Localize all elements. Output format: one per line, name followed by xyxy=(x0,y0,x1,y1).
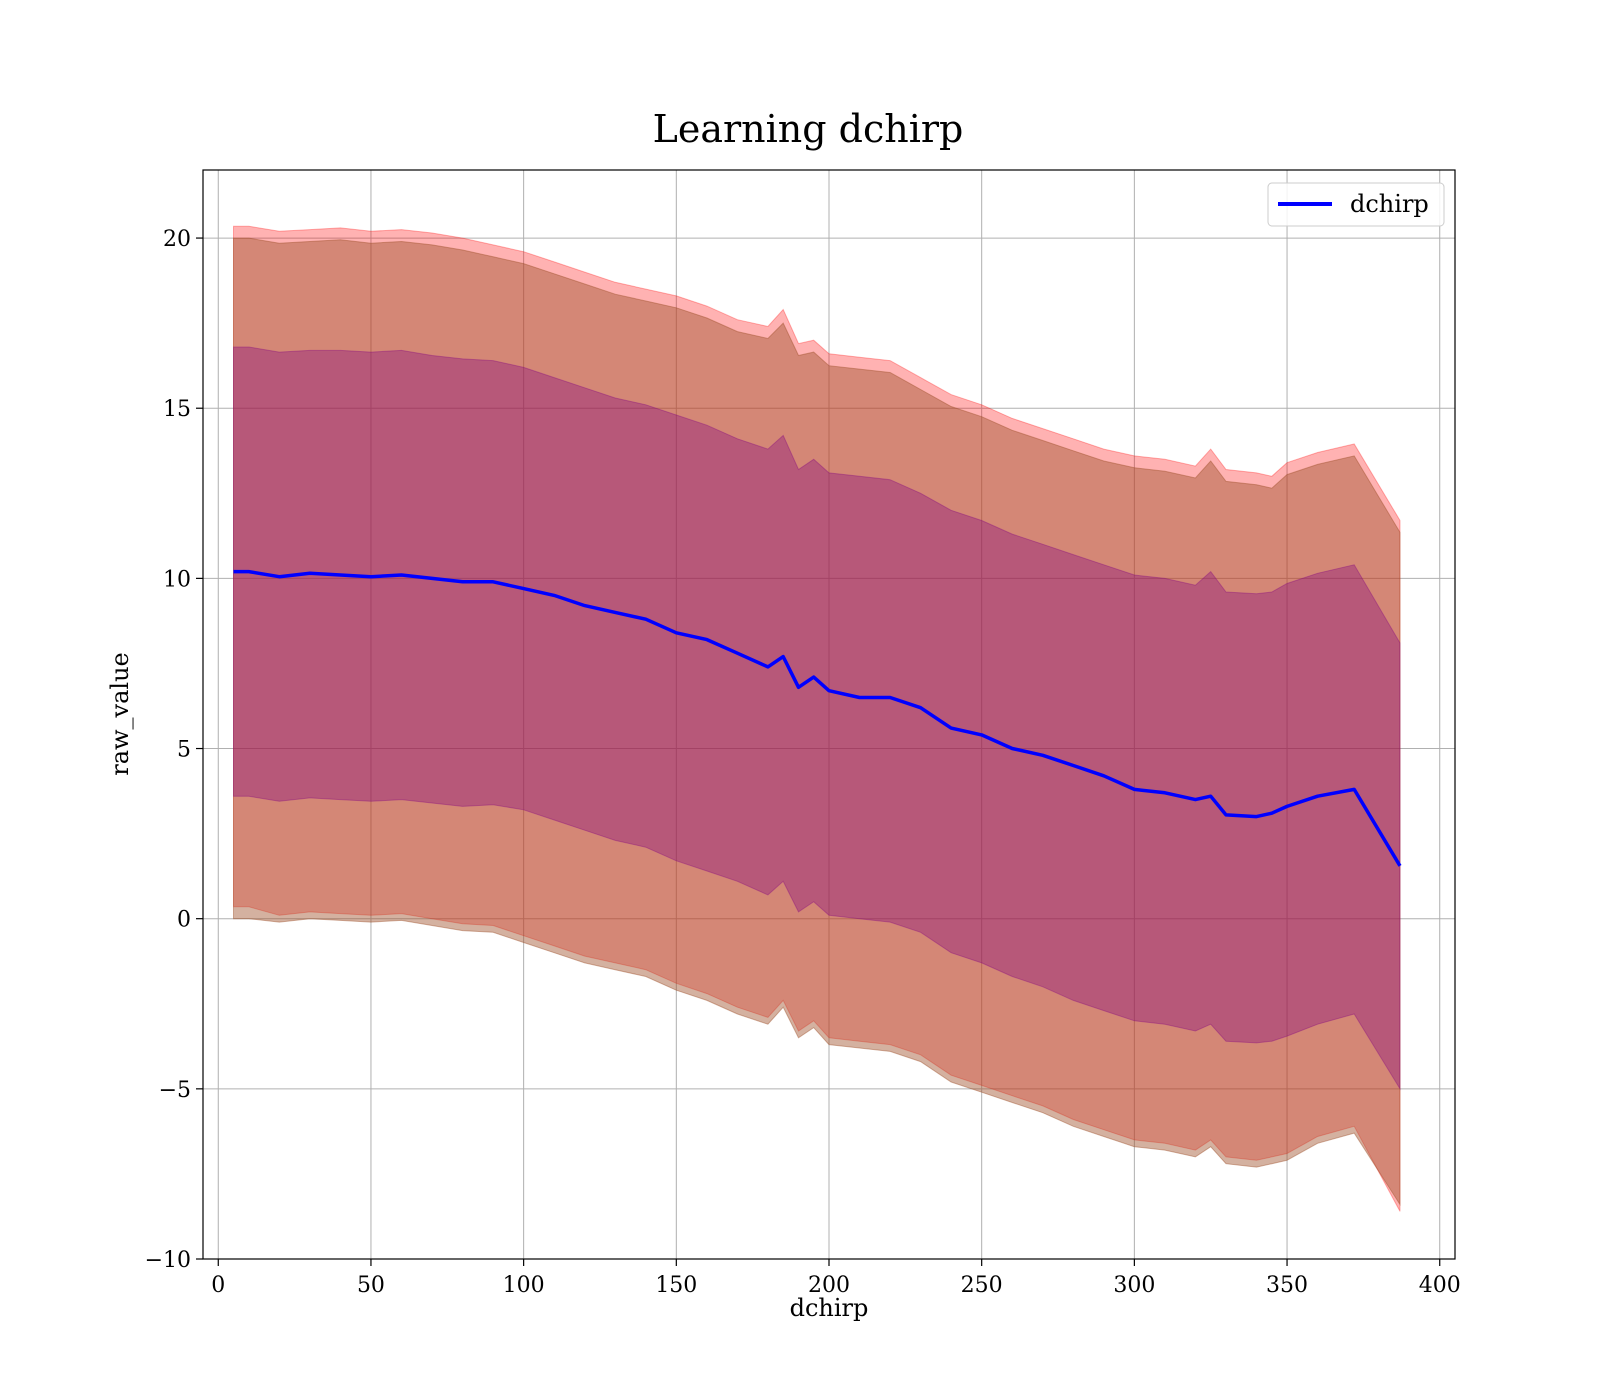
chart-title: Learning dchirp xyxy=(653,107,964,151)
x-tick-label-2: 100 xyxy=(503,1273,545,1298)
series-lines xyxy=(233,569,1402,867)
x-tick-label-0: 0 xyxy=(211,1273,225,1298)
y-axis-title: raw_value xyxy=(106,652,134,776)
confidence-bands xyxy=(233,225,1401,1212)
y-tick-label-2: 0 xyxy=(177,908,191,933)
series-line-dchirp xyxy=(233,569,1402,867)
legend: dchirp xyxy=(1267,182,1445,227)
y-tick-label-3: 5 xyxy=(177,738,191,763)
legend-label-dchirp: dchirp xyxy=(1350,190,1429,218)
x-tick-label-4: 200 xyxy=(808,1273,850,1298)
x-tick-label-8: 400 xyxy=(1419,1273,1461,1298)
band-outer xyxy=(233,225,1401,1212)
y-tick-label-4: 10 xyxy=(163,567,191,592)
band-mid xyxy=(233,237,1401,1207)
axis-ticks: 0 50 100 150 200 250 300 350 400 −10 −5 0 5 10 15 20 xyxy=(145,227,1461,1298)
y-tick-label-6: 20 xyxy=(163,227,191,252)
x-tick-label-7: 350 xyxy=(1266,1273,1308,1298)
x-tick-label-3: 150 xyxy=(655,1273,697,1298)
y-tick-label-0: −10 xyxy=(145,1248,191,1273)
legend-box xyxy=(1267,182,1445,227)
x-tick-label-1: 50 xyxy=(357,1273,385,1298)
y-tick-label-5: 15 xyxy=(163,397,191,422)
band-inner xyxy=(233,346,1401,1091)
grid-lines xyxy=(203,170,1455,1260)
x-tick-label-6: 300 xyxy=(1113,1273,1155,1298)
y-tick-label-1: −5 xyxy=(159,1078,191,1103)
x-axis-title: dchirp xyxy=(790,1294,869,1322)
x-tick-label-5: 250 xyxy=(961,1273,1003,1298)
